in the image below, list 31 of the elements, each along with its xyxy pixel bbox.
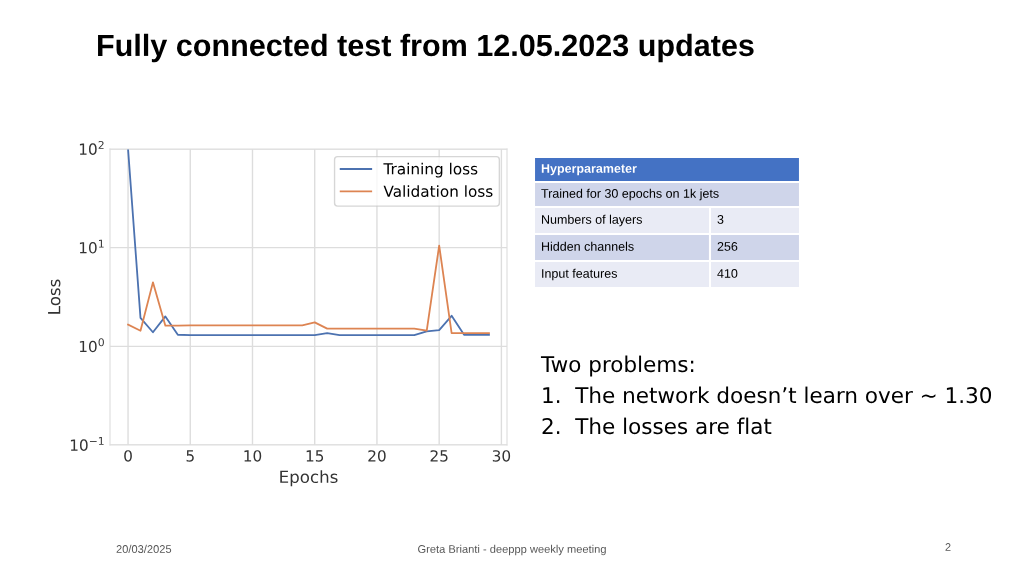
text: 20/03/2025 — [116, 544, 172, 553]
text: 2 — [945, 543, 951, 551]
x-tick-label: 30 — [492, 450, 511, 462]
chart-title: Fully connected test from 12.05.2023 updates — [98, 33, 754, 63]
text: Two problems: — [540, 355, 694, 377]
text: 256 — [717, 242, 738, 251]
line-series — [127, 244, 490, 335]
x-tick-label: 0 — [124, 450, 132, 462]
text: Hidden channels — [542, 241, 634, 251]
y-tick-label: 10$^{2}$ — [79, 140, 104, 155]
x-tick-label: 5 — [186, 450, 194, 462]
text: Trained for 30 epochs on 1k jets — [541, 188, 719, 201]
text: 2. The losses are flat — [542, 417, 772, 435]
y-axis-title: Loss — [48, 279, 61, 314]
y-tick-label: 10$^{−1}$ — [70, 437, 104, 451]
legend-label: Training loss — [383, 162, 478, 178]
x-tick-label: 20 — [368, 450, 386, 462]
text: 3 — [717, 215, 724, 224]
x-axis-title: Epochs — [280, 470, 338, 487]
text: Input features — [542, 268, 617, 281]
text: 1. The network doesn’t learn over ∼ 1.30 — [543, 386, 992, 404]
text: Numbers of layers — [542, 214, 642, 227]
x-tick-label: 15 — [306, 450, 324, 462]
text: 410 — [717, 269, 738, 278]
text: Greta Brianti - deeppp weekly meeting — [418, 544, 606, 556]
y-tick-label: 10$^{0}$ — [79, 338, 104, 353]
y-tick-label: 10$^{1}$ — [79, 239, 104, 254]
legend-label: Validation loss — [383, 185, 493, 197]
text: Hyperparameter — [541, 164, 637, 176]
x-tick-label: 10 — [244, 450, 262, 462]
x-tick-label: 25 — [430, 450, 448, 462]
